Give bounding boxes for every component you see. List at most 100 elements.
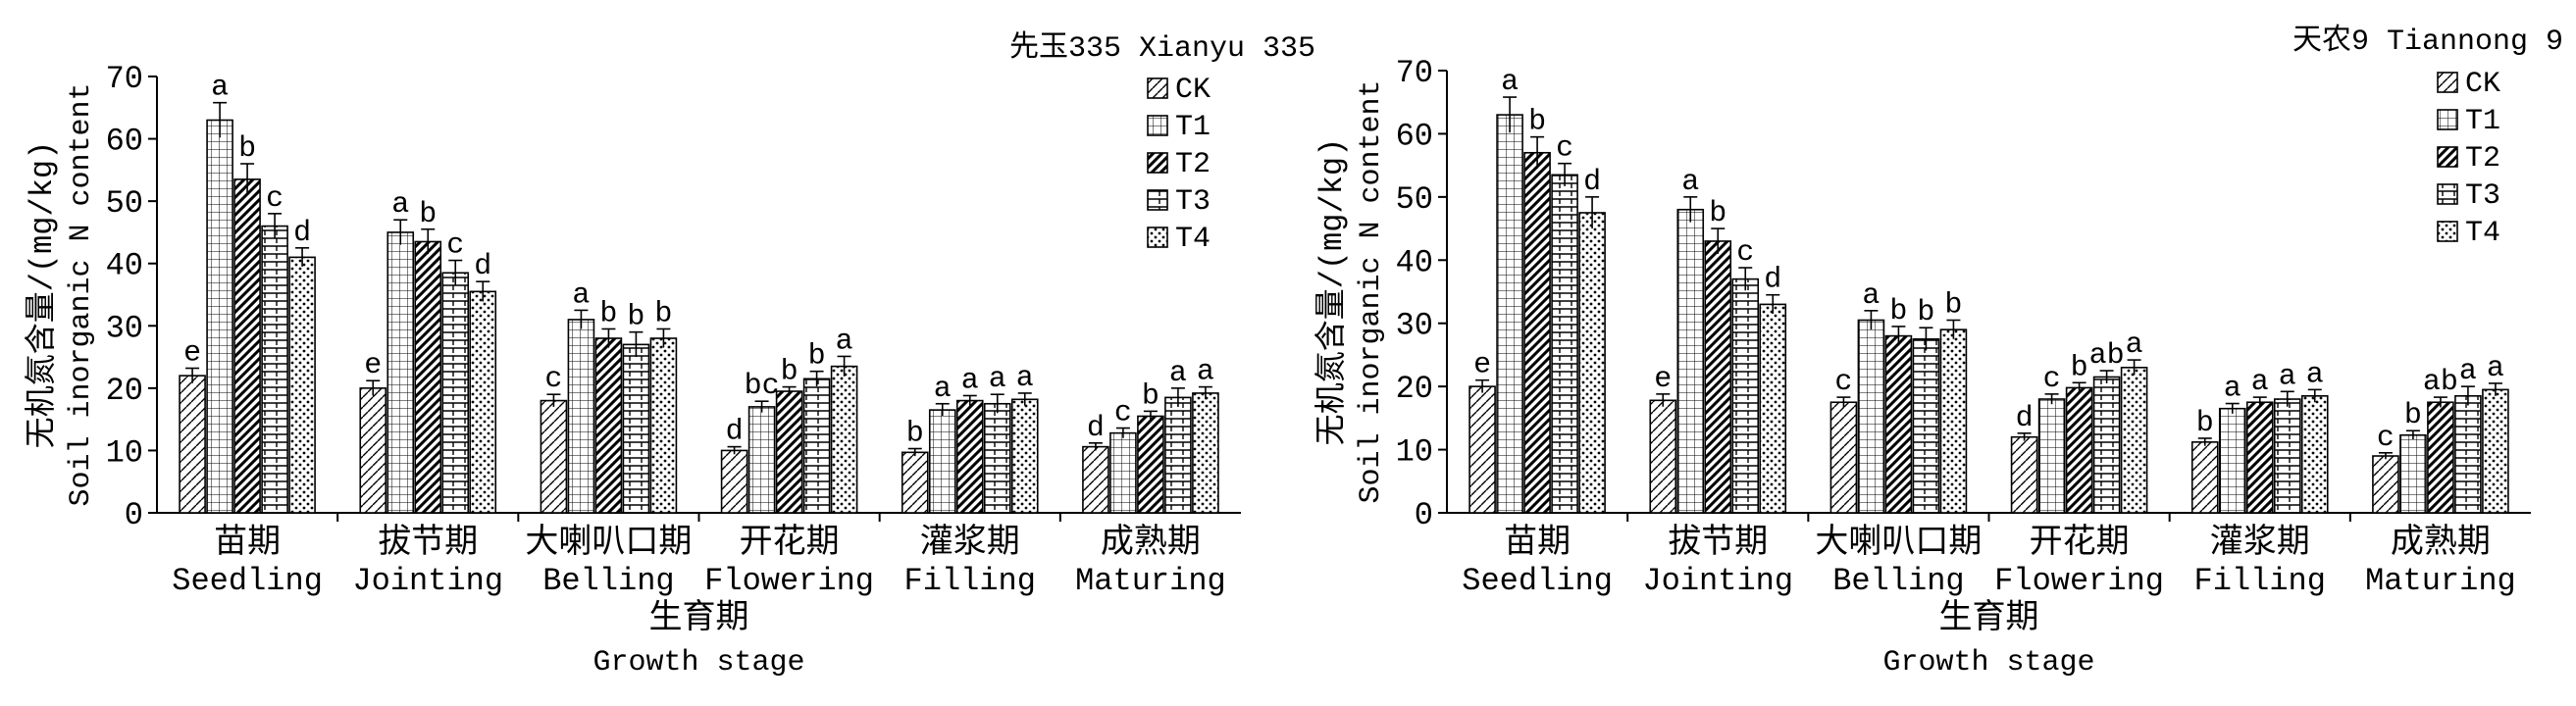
bar-t3 <box>802 378 831 514</box>
x-axis-label-en: Growth stage <box>1882 646 2094 680</box>
y-tick-label: 0 <box>1415 497 1433 533</box>
x-tick-label-en: Belling <box>542 563 674 599</box>
bar-t2 <box>955 399 984 514</box>
bar-t3 <box>2092 376 2121 514</box>
significance-letter: b <box>654 297 672 330</box>
bar-t2 <box>2065 386 2093 514</box>
legend-swatch-t2 <box>2437 146 2458 168</box>
significance-letter: ab <box>2423 366 2458 399</box>
bar-t1 <box>567 319 595 514</box>
bar-ck <box>359 387 387 514</box>
bar-t3 <box>983 402 1011 514</box>
significance-letter: a <box>1169 357 1187 390</box>
significance-letter: c <box>1114 397 1132 430</box>
significance-letter: b <box>2404 399 2422 432</box>
significance-letter: b <box>781 356 799 389</box>
bar-t4 <box>1939 328 1968 514</box>
x-tick-label-cn: 成熟期 <box>1101 523 1201 563</box>
bar-t2 <box>1523 151 1551 514</box>
x-tick-label-cn: 苗期 <box>214 524 281 563</box>
bar-t1 <box>747 406 776 514</box>
y-tick-label: 70 <box>1396 55 1433 91</box>
significance-letter: b <box>419 198 437 231</box>
legend-label: CK <box>2465 68 2500 101</box>
significance-letter: a <box>211 72 229 105</box>
significance-letter: a <box>1016 362 1034 395</box>
significance-letter: a <box>934 373 952 406</box>
significance-letter: c <box>1556 132 1573 166</box>
bar-t3 <box>2273 398 2301 514</box>
significance-letter: a <box>1197 356 1214 389</box>
significance-letter: d <box>1087 412 1105 445</box>
chart-panel-tiannong: 天农9 Tiannong 9 0 10 20 30 40 50 60 70 无机氮含量/(mg/k… <box>1314 24 2563 680</box>
legend-swatch-t1 <box>2437 109 2458 130</box>
bar-t1 <box>928 409 956 514</box>
chart-panel-xianyu: 先玉335 Xianyu 335 0 10 20 30 40 50 60 70 无机氮含量/(mg… <box>24 30 1315 680</box>
bar-ck <box>720 449 748 514</box>
bar-t4 <box>2120 367 2148 514</box>
legend-label: T1 <box>2465 105 2500 138</box>
legend-label: T3 <box>2465 179 2500 213</box>
significance-letter: c <box>266 182 283 216</box>
bar-t3 <box>1912 338 1940 514</box>
bar-t3 <box>1731 277 1760 514</box>
significance-letter: b <box>1944 288 1962 322</box>
significance-letter: b <box>599 297 617 330</box>
x-tick-label-cn: 大喇叭口期 <box>525 523 692 563</box>
significance-letter: a <box>391 188 409 222</box>
bar-t1 <box>1676 208 1705 514</box>
bar-ck <box>540 399 568 514</box>
bar-t2 <box>594 337 623 514</box>
y-axis-label-en: Soil inorganic N content <box>1355 79 1388 503</box>
legend-swatch-t3 <box>1147 189 1168 211</box>
significance-letter: b <box>627 301 644 334</box>
significance-letter: d <box>474 250 491 283</box>
x-tick-label-cn: 拔节期 <box>378 523 478 563</box>
legend-swatch-t2 <box>1147 152 1168 174</box>
x-tick-label-en: Flowering <box>1994 563 2164 599</box>
bar-t2 <box>2427 401 2454 514</box>
significance-letter: c <box>2377 422 2395 455</box>
x-tick-label-cn: 大喇叭口期 <box>1815 523 1982 563</box>
significance-letter: c <box>1736 236 1754 270</box>
y-axis-label-cn: 无机氮含量/(mg/kg) <box>1314 138 1351 446</box>
x-tick-label-cn: 灌浆期 <box>920 523 1020 563</box>
significance-letter: a <box>961 364 979 397</box>
significance-letter: c <box>2043 363 2061 396</box>
x-tick-label-cn: 灌浆期 <box>2210 523 2310 563</box>
significance-letter: b <box>2196 407 2214 440</box>
bar-t1 <box>2399 433 2427 514</box>
significance-letter: b <box>1889 295 1907 328</box>
bar-t4 <box>1578 212 1606 514</box>
significance-letter: d <box>726 416 744 449</box>
y-tick-label: 50 <box>1396 181 1433 218</box>
bar-t3 <box>622 343 650 514</box>
significance-letter: a <box>2487 352 2504 385</box>
bar-t1 <box>206 119 233 514</box>
bar-t2 <box>414 240 442 514</box>
significance-letter: a <box>2126 328 2143 362</box>
y-tick-label: 10 <box>106 434 143 471</box>
significance-letter: a <box>2251 366 2269 399</box>
bar-t1 <box>1496 114 1523 514</box>
bar-t1 <box>2037 398 2066 514</box>
x-tick-label-en: Maturing <box>2365 563 2516 599</box>
significance-letter: a <box>989 363 1006 396</box>
legend-swatch-t4 <box>2437 221 2458 242</box>
significance-letter: b <box>1917 296 1934 329</box>
y-tick-label: 30 <box>106 310 143 346</box>
bar-ck <box>1468 385 1496 514</box>
bar-t1 <box>2218 407 2246 514</box>
y-tick-label: 70 <box>106 61 143 97</box>
x-tick-label-en: Jointing <box>352 563 503 599</box>
legend-label: T3 <box>1175 185 1211 219</box>
x-tick-label-en: Filling <box>2194 563 2326 599</box>
bar-t4 <box>288 256 316 514</box>
significance-letter: a <box>1501 66 1519 99</box>
legend-swatch-t1 <box>1147 115 1168 136</box>
significance-letter: b <box>2071 351 2088 384</box>
chart-title: 天农9 Tiannong 9 <box>2293 24 2563 59</box>
bar-t4 <box>830 365 858 514</box>
bar-ck <box>179 375 206 514</box>
